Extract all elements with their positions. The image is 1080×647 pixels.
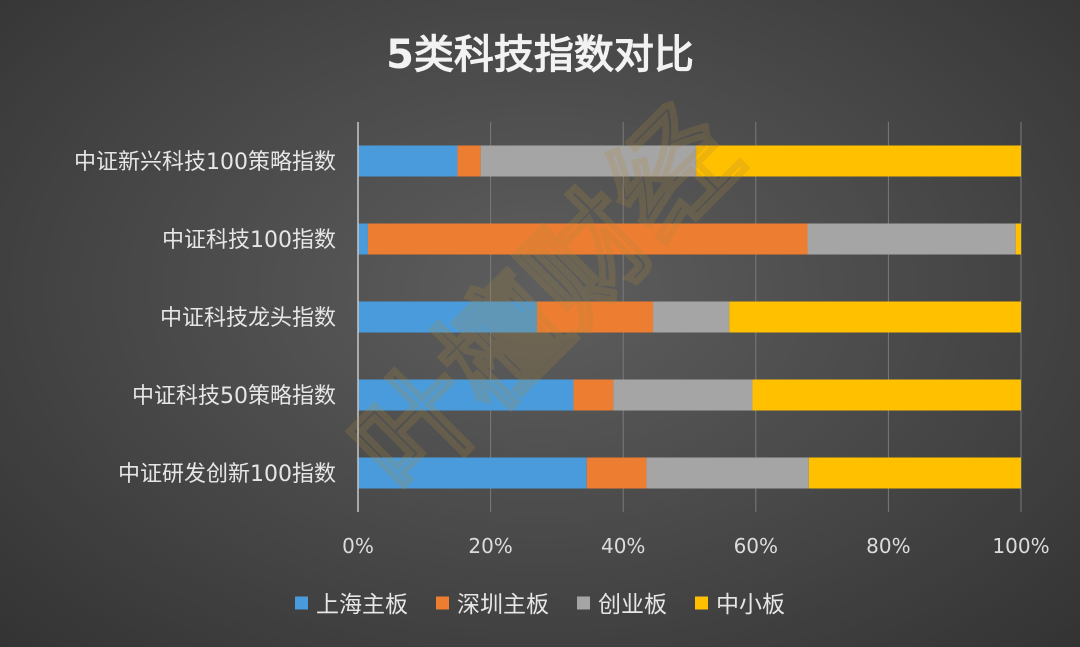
category-label: 中证科技100指数 (162, 228, 336, 253)
category-label: 中证科技50策略指数 (132, 384, 336, 409)
bar-segment (358, 301, 538, 333)
x-tick-label: 0% (342, 534, 374, 558)
bar-segment (367, 223, 808, 255)
legend-label: 上海主板 (316, 592, 408, 618)
legend-label: 深圳主板 (457, 592, 549, 618)
legend: 上海主板 深圳主板 创业板 中小板 (295, 592, 785, 618)
x-tick-label: 80% (866, 534, 910, 558)
legend-swatch (695, 596, 708, 610)
legend-label: 中小板 (716, 592, 785, 618)
legend-label: 创业板 (598, 592, 667, 618)
bar-segment (457, 145, 481, 177)
legend-swatch (436, 596, 449, 610)
legend-item: 上海主板 (295, 592, 408, 618)
bar-segment (807, 223, 1016, 255)
bar-segment (696, 145, 1021, 177)
bar-segment (358, 145, 458, 177)
bar-segment (1015, 223, 1021, 255)
legend-swatch (577, 596, 590, 610)
bar-segment (358, 379, 574, 411)
bar-segment (729, 301, 1021, 333)
legend-item: 深圳主板 (436, 592, 549, 618)
bar-segment (613, 379, 753, 411)
x-tick-label: 40% (601, 534, 645, 558)
legend-swatch (295, 596, 308, 610)
axes: 0% 20% 40% 60% 80% 100% 中证新兴科技100策略指数中证科技100指数… (74, 122, 1050, 558)
bars (358, 145, 1021, 489)
bar-segment (586, 457, 647, 489)
legend-item: 创业板 (577, 592, 667, 618)
category-label: 中证新兴科技100策略指数 (74, 150, 336, 175)
category-label: 中证科技龙头指数 (160, 306, 336, 331)
bar-segment (480, 145, 697, 177)
x-tick-label: 20% (468, 534, 512, 558)
bar-segment (358, 457, 587, 489)
bar-segment (646, 457, 809, 489)
legend-item: 中小板 (695, 592, 785, 618)
bar-segment (537, 301, 654, 333)
bar-segment (573, 379, 614, 411)
bar-segment (752, 379, 1021, 411)
x-tick-label: 100% (992, 534, 1049, 558)
bar-segment (653, 301, 730, 333)
chart-title: 5类科技指数对比 (386, 32, 694, 78)
bar-segment (358, 223, 368, 255)
x-tick-label: 60% (734, 534, 778, 558)
bar-segment (808, 457, 1021, 489)
category-label: 中证研发创新100指数 (118, 462, 336, 487)
